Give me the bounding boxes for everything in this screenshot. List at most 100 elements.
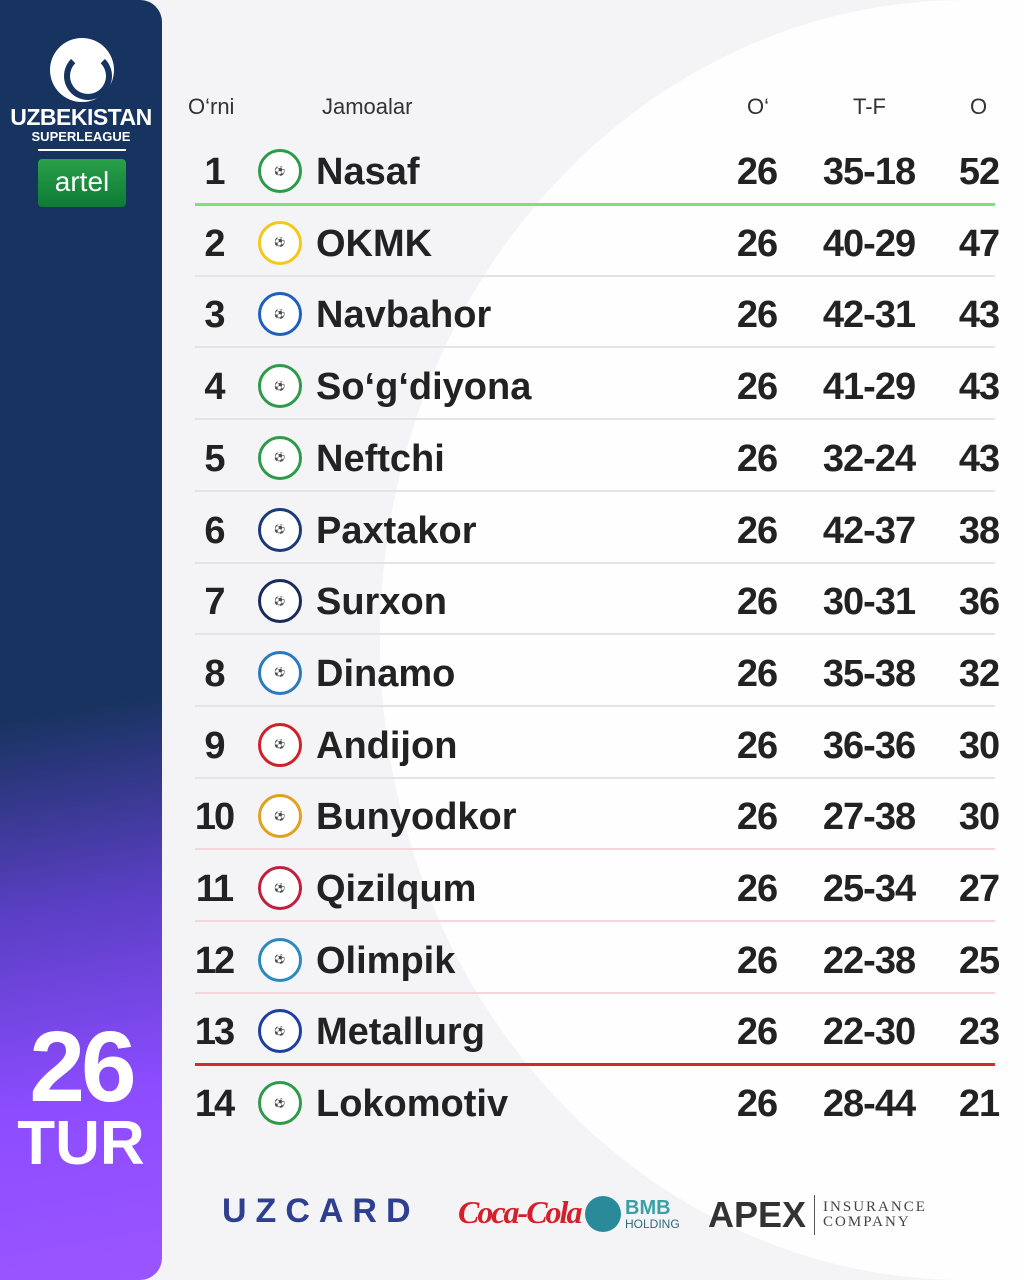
team-name: Paxtakor [316,509,477,552]
divider [814,1195,816,1235]
uzcard-logo: UZCARD [222,1192,420,1230]
table-row: 3 ⚽ Navbahor 26 42-31 43 [190,284,1010,344]
league-subtitle: SUPERLEAGUE [31,129,131,144]
row-separator [195,561,995,564]
goals: 30-31 [822,581,916,624]
team-logo-icon: ⚽ [258,220,302,265]
goals: 25-34 [822,868,916,910]
team-name: Bunyodkor [316,796,517,839]
row-separator [195,418,995,421]
team-logo-icon: ⚽ [258,794,302,839]
points: 30 [958,796,1000,839]
goals: 22-30 [822,1011,916,1054]
points: 27 [958,868,1000,910]
team-name: Nasaf [316,151,420,193]
played: 26 [736,366,778,409]
row-separator [195,346,995,349]
bmb-text: BMB [625,1197,671,1219]
cocacola-logo: Coca-Cola [458,1194,582,1230]
points: 30 [958,724,1000,767]
played: 26 [736,652,778,695]
rank: 6 [204,509,225,552]
team-logo-icon: ⚽ [258,866,302,910]
apex-logo: APEX INSURANCE COMPANY [708,1194,927,1236]
goals: 41-29 [822,366,916,409]
team-name: Neftchi [316,437,445,480]
divider [38,149,126,151]
points: 21 [958,1083,1000,1126]
points: 52 [958,151,1000,193]
points: 43 [958,437,1000,480]
row-separator [195,848,995,851]
rank: 4 [204,366,225,409]
goals: 35-38 [822,652,916,695]
rank: 14 [194,1083,235,1126]
played: 26 [736,1083,778,1126]
table-row: 5 ⚽ Neftchi 26 32-24 43 [190,428,1010,488]
table-row: 4 ⚽ So‘g‘diyona 26 41-29 43 [190,356,1010,416]
table-row: 7 ⚽ Surxon 26 30-31 36 [190,571,1010,631]
table-row: 13 ⚽ Metallurg 26 22-30 23 [190,1001,1010,1061]
row-separator [195,274,995,277]
table-row: 14 ⚽ Lokomotiv 26 28-44 21 [190,1073,1010,1133]
goals: 42-31 [822,294,916,337]
table-row: 1 ⚽ Nasaf 26 35-18 52 [190,141,1010,201]
played: 26 [736,581,778,624]
insurance-text: INSURANCE [823,1199,927,1215]
team-logo-icon: ⚽ [258,722,302,767]
played: 26 [736,509,778,552]
team-name: Olimpik [316,939,456,982]
played: 26 [736,437,778,480]
table-row: 6 ⚽ Paxtakor 26 42-37 38 [190,500,1010,560]
row-separator [195,1063,995,1067]
sidebar: UZBEKISTAN SUPERLEAGUE artel 26 TUR [0,0,162,1280]
goals: 36-36 [822,724,916,767]
header-points: O [970,94,988,119]
league-ball-icon [50,38,114,102]
row-separator [195,776,995,779]
team-name: So‘g‘diyona [316,366,532,409]
team-name: Andijon [316,724,458,767]
played: 26 [736,939,778,982]
goals: 40-29 [822,222,916,265]
points: 43 [958,294,1000,337]
team-name: Lokomotiv [316,1083,509,1126]
table-row: 9 ⚽ Andijon 26 36-36 30 [190,715,1010,775]
table-row: 10 ⚽ Bunyodkor 26 27-38 30 [190,786,1010,846]
team-logo-icon: ⚽ [258,579,302,624]
row-separator [195,203,995,206]
globe-icon [585,1196,621,1232]
rank: 1 [204,151,225,193]
points: 47 [958,222,1000,265]
team-logo-icon: ⚽ [258,1009,302,1054]
points: 23 [958,1011,1000,1054]
team-name: Qizilqum [316,868,477,910]
row-separator [195,489,995,492]
rank: 11 [195,868,234,910]
row-separator [195,704,995,707]
apex-text: APEX [708,1194,807,1235]
team-logo-icon: ⚽ [258,435,302,480]
company-text: COMPANY [823,1214,911,1230]
played: 26 [736,796,778,839]
goals: 22-38 [822,939,916,982]
table-row: 12 ⚽ Olimpik 26 22-38 25 [190,930,1010,990]
team-logo-icon: ⚽ [258,937,302,982]
team-logo-icon: ⚽ [258,650,302,695]
team-logo-icon: ⚽ [258,1081,302,1126]
rank: 7 [204,581,225,624]
rank: 5 [204,437,225,480]
goals: 28-44 [822,1083,916,1126]
rank: 2 [204,222,225,265]
round-label: TUR [17,1109,145,1178]
goals: 27-38 [822,796,916,839]
played: 26 [736,868,778,910]
rank: 10 [194,796,235,839]
goals: 32-24 [822,437,916,480]
row-separator [195,920,995,922]
rank: 12 [194,939,235,982]
round-number: 26 [29,1011,136,1123]
points: 43 [958,366,1000,409]
team-logo-icon: ⚽ [258,364,302,409]
played: 26 [736,1011,778,1054]
